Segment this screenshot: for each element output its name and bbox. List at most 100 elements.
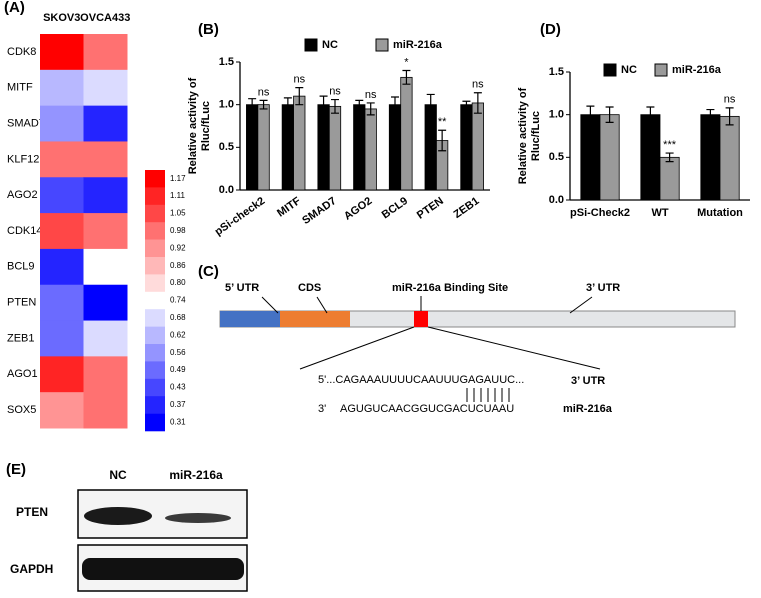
band bbox=[165, 513, 231, 523]
row-label: BCL9 bbox=[7, 261, 35, 273]
row-label: SMAD7 bbox=[7, 117, 45, 129]
heat-cell bbox=[40, 69, 84, 107]
colorbar-label: 0.68 bbox=[170, 313, 186, 322]
colorbar-swatch bbox=[145, 204, 165, 223]
colorbar-swatch bbox=[145, 326, 165, 345]
x-tick-label: MITF bbox=[275, 195, 303, 220]
heat-cell bbox=[40, 141, 84, 178]
annotation: ns bbox=[724, 94, 736, 106]
y-axis-label: Relative activity of bbox=[517, 87, 529, 184]
annotation: ns bbox=[472, 79, 484, 91]
x-tick-label: ZEB1 bbox=[452, 195, 482, 221]
colorbar-swatch bbox=[145, 239, 165, 258]
colorbar-label: 0.56 bbox=[170, 348, 186, 357]
bar bbox=[659, 156, 680, 201]
site-segment bbox=[414, 311, 428, 327]
heat-cell bbox=[83, 105, 128, 142]
error-bar bbox=[391, 96, 399, 113]
heat-cell bbox=[83, 248, 128, 286]
legend-label: miR-216a bbox=[672, 64, 722, 76]
row-label: SOX5 bbox=[7, 404, 36, 416]
y-tick-label: 0.5 bbox=[549, 151, 564, 163]
heat-cell bbox=[40, 356, 84, 393]
bar bbox=[460, 104, 473, 191]
legend-label: NC bbox=[322, 39, 338, 51]
column-label: OVCA433 bbox=[80, 12, 130, 24]
error-bar bbox=[605, 106, 614, 123]
error-bar bbox=[248, 98, 257, 112]
row-label: MITF bbox=[7, 82, 33, 94]
panel-label: (A) bbox=[4, 0, 25, 16]
error-bar bbox=[259, 99, 268, 110]
annotation: * bbox=[404, 56, 409, 68]
error-bar bbox=[319, 95, 328, 114]
column-label: SKOV3 bbox=[43, 12, 80, 24]
colorbar-swatch bbox=[145, 361, 165, 380]
row-label: PTEN bbox=[7, 297, 36, 309]
y-axis-label: Relative activity of bbox=[187, 77, 199, 174]
row-label: CDK14 bbox=[7, 225, 42, 237]
colorbar-swatch bbox=[145, 291, 165, 310]
utr5-segment bbox=[220, 311, 280, 327]
bar bbox=[328, 105, 342, 191]
legend-swatch bbox=[654, 63, 668, 77]
legend-swatch bbox=[375, 38, 389, 52]
y-tick-label: 1.0 bbox=[549, 109, 564, 121]
error-bar bbox=[586, 105, 595, 124]
heat-cell bbox=[83, 213, 128, 250]
bar bbox=[640, 114, 661, 201]
colorbar-label: 0.31 bbox=[170, 417, 186, 426]
bar bbox=[424, 104, 437, 191]
blot: (E) NC miR-216a PTEN GAPDH bbox=[6, 461, 248, 592]
error-bar bbox=[462, 100, 471, 109]
colorbar-label: 0.80 bbox=[170, 278, 186, 287]
legend-swatch bbox=[304, 38, 318, 52]
annotation: ns bbox=[258, 86, 270, 98]
error-bar bbox=[473, 92, 482, 114]
heat-cell bbox=[83, 141, 128, 178]
label: 3’ UTR bbox=[586, 282, 620, 294]
row-label: KLF12 bbox=[7, 153, 39, 165]
bar bbox=[257, 104, 270, 191]
heat-cell bbox=[40, 34, 84, 71]
heat-cell bbox=[40, 320, 84, 357]
panel-label: (B) bbox=[198, 21, 219, 38]
y-tick-label: 1.0 bbox=[219, 99, 234, 111]
protein-label: GAPDH bbox=[10, 562, 53, 576]
band bbox=[84, 507, 152, 525]
row-label: AGO2 bbox=[7, 189, 38, 201]
error-bar bbox=[402, 69, 411, 85]
sequence: AGUGUCAACGGUCGACUCUAAU bbox=[340, 403, 514, 415]
error-bar bbox=[706, 108, 715, 121]
x-tick-label: AGO2 bbox=[342, 195, 374, 223]
y-tick-label: 1.5 bbox=[549, 66, 564, 78]
bar bbox=[471, 102, 484, 191]
error-bar bbox=[665, 152, 674, 163]
x-tick-label: BCL9 bbox=[380, 195, 410, 221]
colorbar-swatch bbox=[145, 413, 165, 432]
colorbar-swatch bbox=[145, 170, 165, 188]
colorbar-label: 1.11 bbox=[170, 191, 186, 200]
annotation: ns bbox=[293, 74, 305, 86]
heat-cell bbox=[40, 392, 84, 429]
y-tick-label: 0.0 bbox=[549, 194, 564, 206]
panel-label: (E) bbox=[6, 461, 26, 478]
y-axis-label: Rluc/fLuc bbox=[200, 101, 212, 151]
x-tick-label: pSi-check2 bbox=[213, 195, 267, 238]
error-bar bbox=[438, 129, 447, 152]
leaders bbox=[261, 296, 601, 402]
bar bbox=[364, 108, 377, 191]
bar bbox=[317, 104, 330, 191]
heat-cell bbox=[40, 248, 84, 286]
colorbar-label: 0.49 bbox=[170, 365, 186, 374]
heat-cell bbox=[83, 34, 128, 71]
label: miR-216a bbox=[563, 403, 613, 415]
x-tick-label: SMAD7 bbox=[300, 195, 338, 227]
heat-cell bbox=[40, 105, 84, 142]
label: CDS bbox=[298, 282, 321, 294]
colorbar-swatch bbox=[145, 257, 165, 275]
colorbar-label: 0.74 bbox=[170, 296, 186, 305]
legend-label: NC bbox=[621, 64, 637, 76]
heat-cell bbox=[83, 320, 128, 357]
colorbar-label: 0.62 bbox=[170, 330, 186, 339]
